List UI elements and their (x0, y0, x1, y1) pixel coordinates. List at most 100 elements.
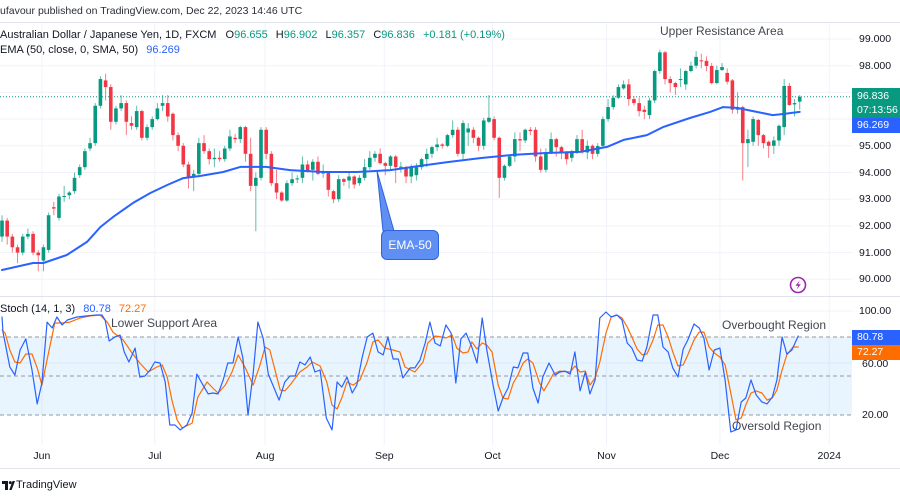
candle-body (756, 119, 761, 136)
logo-dot (8, 481, 12, 485)
callout-pointer (376, 170, 395, 232)
candle-body (761, 135, 766, 144)
ema-legend[interactable]: EMA (50, close, 0, SMA, 50) 96.269 (0, 44, 180, 56)
stoch-legend-label: Stoch (14, 1, 3) (0, 303, 76, 315)
candle-body (559, 147, 564, 153)
candle-body (404, 167, 408, 177)
candle-body (176, 135, 180, 146)
candle-body (305, 164, 310, 172)
candle-body (259, 129, 263, 178)
upper-resistance-label: Upper Resistance Area (660, 24, 784, 38)
candle-body (5, 220, 9, 237)
candle-body (782, 85, 786, 128)
candle-body (171, 113, 175, 136)
candle-body (399, 166, 403, 168)
ema-price-tag: 96.269 (852, 118, 900, 133)
logo-v-shape (9, 481, 15, 490)
price-tick: 91.000 (859, 247, 892, 259)
stoch-k-line (1, 311, 799, 433)
candle-body (46, 215, 51, 250)
candle-body (388, 156, 393, 166)
lightning-icon[interactable] (789, 276, 807, 294)
tradingview-logo-icon[interactable] (2, 481, 15, 490)
candle-body (715, 69, 719, 84)
candle-body (331, 191, 336, 200)
candle-body (316, 161, 320, 174)
candle-body (243, 127, 248, 154)
candle-body (471, 129, 476, 138)
candle-body (497, 137, 502, 178)
candle-body (575, 139, 579, 152)
candle-body (181, 145, 186, 165)
candle-body (502, 165, 507, 178)
candle-body (694, 56, 698, 66)
candle-body (264, 129, 268, 154)
candle-body (549, 139, 553, 153)
candle-body (564, 152, 569, 160)
candle-body (197, 143, 201, 174)
candle-body (513, 139, 517, 157)
candle-body (435, 144, 439, 148)
stoch-lines-layer (1, 311, 799, 433)
candle-body (10, 236, 15, 248)
symbol-legend[interactable]: Australian Dollar / Japanese Yen, 1D, FX… (0, 29, 505, 41)
stoch-legend[interactable]: Stoch (14, 1, 3) 80.78 72.27 (0, 303, 146, 315)
candle-body (103, 80, 108, 88)
candle-body (792, 103, 797, 105)
candle-body (285, 183, 289, 201)
last-price-tag: 96.836 07:13:56 (852, 88, 900, 118)
candle-body (186, 164, 191, 178)
candle-body (766, 141, 771, 146)
candle-body (647, 100, 652, 116)
candle-body (689, 65, 693, 72)
candle-body (311, 161, 315, 170)
candle-body (595, 146, 600, 154)
candle-body (114, 108, 118, 122)
time-label: Nov (597, 450, 616, 462)
stoch-tick: 20.00 (862, 409, 889, 421)
candle-body (134, 111, 139, 128)
time-label: Oct (484, 450, 501, 462)
tradingview-brand[interactable]: TradingView (16, 479, 77, 491)
logo-t-shape (2, 481, 8, 490)
candle-body (797, 96, 802, 102)
candle-body (352, 176, 357, 185)
oversold-label: Oversold Region (732, 419, 822, 433)
candle-body (150, 119, 155, 128)
stoch-d-value: 72.27 (118, 303, 147, 315)
high-label: H (275, 29, 284, 41)
close-label: C (373, 29, 382, 41)
candle-body (36, 252, 41, 256)
pane-separator[interactable] (0, 296, 900, 297)
ema50-layer (1, 106, 801, 271)
candle-body (419, 159, 424, 168)
candle-body (668, 79, 673, 84)
candle-body (155, 108, 160, 120)
candle-body (0, 220, 4, 237)
open-label: O (225, 29, 235, 41)
candle-body (787, 85, 792, 105)
candle-body (279, 192, 284, 201)
candle-body (621, 84, 626, 89)
change-value: +0.181 (+0.19%) (422, 29, 505, 41)
candle-body (424, 153, 429, 160)
candle-body (658, 52, 662, 72)
candle-body (207, 151, 211, 160)
candle-body (52, 207, 56, 209)
footer-divider (0, 468, 900, 469)
candle-body (336, 179, 341, 200)
lower-support-label: Lower Support Area (111, 316, 218, 330)
open-value: 96.655 (234, 29, 268, 41)
stoch-tick: 60.00 (862, 358, 889, 370)
time-label: Sep (374, 450, 394, 462)
candle-body (274, 183, 279, 193)
ema-callout[interactable]: EMA-50 (381, 230, 439, 260)
candle-body (212, 157, 217, 160)
candle-body (57, 196, 61, 218)
candle-body (326, 172, 331, 190)
candle-body (124, 103, 129, 122)
candle-body (456, 129, 460, 154)
candle-body (616, 87, 621, 98)
